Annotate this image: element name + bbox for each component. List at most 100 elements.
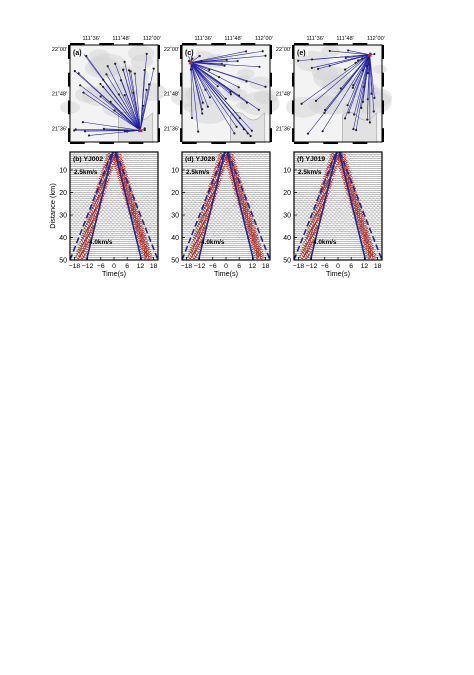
station-marker (107, 65, 109, 67)
station-marker (329, 65, 331, 67)
station-marker (202, 102, 204, 104)
map-scale-bar (294, 142, 309, 144)
station-marker (145, 89, 147, 91)
station-marker (357, 59, 359, 61)
x-tick-label: 12 (249, 263, 257, 270)
station-marker (373, 53, 375, 55)
map-scale-bar (180, 100, 182, 114)
map-scale-bar (241, 142, 256, 144)
latitude-tick-label: 21˚48' (164, 91, 179, 98)
station-marker (221, 63, 223, 65)
station-marker (132, 92, 134, 94)
map-scale-bar (211, 142, 226, 144)
station-marker (75, 128, 77, 130)
map-scale-bar (180, 128, 182, 142)
x-tick-label: 18 (374, 263, 382, 270)
map-scale-bar (68, 128, 70, 142)
x-tick-label: 18 (262, 263, 270, 270)
y-tick-label: 40 (283, 235, 291, 242)
station-marker (78, 72, 80, 74)
station-marker (344, 117, 346, 119)
longitude-tick-label: 111˚36' (194, 35, 211, 42)
station-marker (144, 129, 146, 131)
station-marker (362, 69, 364, 71)
map-scale-bar (292, 100, 294, 114)
map-panel: 111˚36'111˚48'112˚00'22˚00'21˚48'21˚36'(… (164, 35, 280, 144)
y-tick-label: 40 (171, 235, 179, 242)
station-marker (233, 132, 235, 134)
y-tick-label: 10 (171, 167, 179, 174)
y-tick-label: 50 (59, 257, 67, 264)
station-marker (146, 53, 148, 55)
station-marker (217, 85, 219, 87)
map-scale-bar (270, 128, 272, 142)
station-marker (120, 79, 122, 81)
station-marker (200, 60, 202, 62)
latitude-tick-label: 21˚36' (164, 125, 179, 132)
map-scale-bar (211, 43, 226, 45)
station-marker (123, 61, 125, 63)
x-tick-label: −18 (181, 263, 193, 270)
latitude-tick-label: 22˚00' (164, 46, 179, 53)
station-marker (230, 93, 232, 95)
station-marker (102, 86, 104, 88)
station-marker (264, 86, 266, 88)
station-marker (74, 70, 76, 72)
longitude-tick-label: 111˚48' (336, 35, 353, 42)
station-marker (258, 109, 260, 111)
map-scale-bar (129, 43, 144, 45)
station-marker (355, 129, 357, 131)
map-scale-bar (382, 128, 384, 142)
terrain-patch (254, 90, 278, 104)
map-scale-bar (353, 43, 368, 45)
station-marker (246, 102, 248, 104)
station-marker (218, 76, 220, 78)
map-scale-bar (70, 43, 85, 45)
longitude-tick-label: 112˚00' (367, 35, 385, 42)
x-axis-label: Time(s) (102, 269, 126, 278)
map-scale-bar (292, 73, 294, 87)
map-scale-bar (270, 45, 272, 59)
station-marker (367, 72, 369, 74)
terrain-patch (237, 68, 255, 79)
station-marker (126, 130, 128, 132)
map-scale-bar (353, 142, 368, 144)
station-marker (197, 130, 199, 132)
latitude-tick-label: 22˚00' (276, 46, 291, 53)
velocity-label-fast: 4.0km/s (89, 239, 113, 246)
map-scale-bar (382, 100, 384, 114)
station-marker (373, 110, 375, 112)
x-tick-label: −12 (82, 263, 94, 270)
station-marker (153, 68, 155, 70)
map-panels: 111˚36'111˚48'112˚00'22˚00'21˚48'21˚36'(… (52, 35, 392, 144)
y-tick-label: 50 (283, 257, 291, 264)
map-scale-bar (158, 45, 160, 59)
panel-label: (d) YJ028 (185, 156, 215, 163)
map-scale-bar (270, 73, 272, 87)
station-marker (102, 79, 104, 81)
map-scale-bar (292, 128, 294, 142)
longitude-tick-label: 111˚48' (112, 35, 129, 42)
velocity-label-slow: 2.5km/s (298, 169, 322, 176)
station-marker (226, 59, 228, 61)
station-marker (124, 94, 126, 96)
station-marker (354, 62, 356, 64)
y-tick-label: 10 (283, 167, 291, 174)
station-marker (324, 109, 326, 111)
map-scale-bar (70, 142, 85, 144)
station-marker (366, 118, 368, 120)
x-tick-label: −12 (306, 263, 318, 270)
station-marker (109, 101, 111, 103)
y-tick-label: 20 (283, 190, 291, 197)
station-marker (264, 55, 266, 57)
x-tick-label: −12 (194, 263, 206, 270)
y-tick-label: 20 (59, 190, 67, 197)
station-marker (245, 50, 247, 52)
station-marker (85, 55, 87, 57)
station-marker (239, 117, 241, 119)
station-marker (301, 103, 303, 105)
station-marker (223, 65, 225, 67)
station-marker (134, 72, 136, 74)
